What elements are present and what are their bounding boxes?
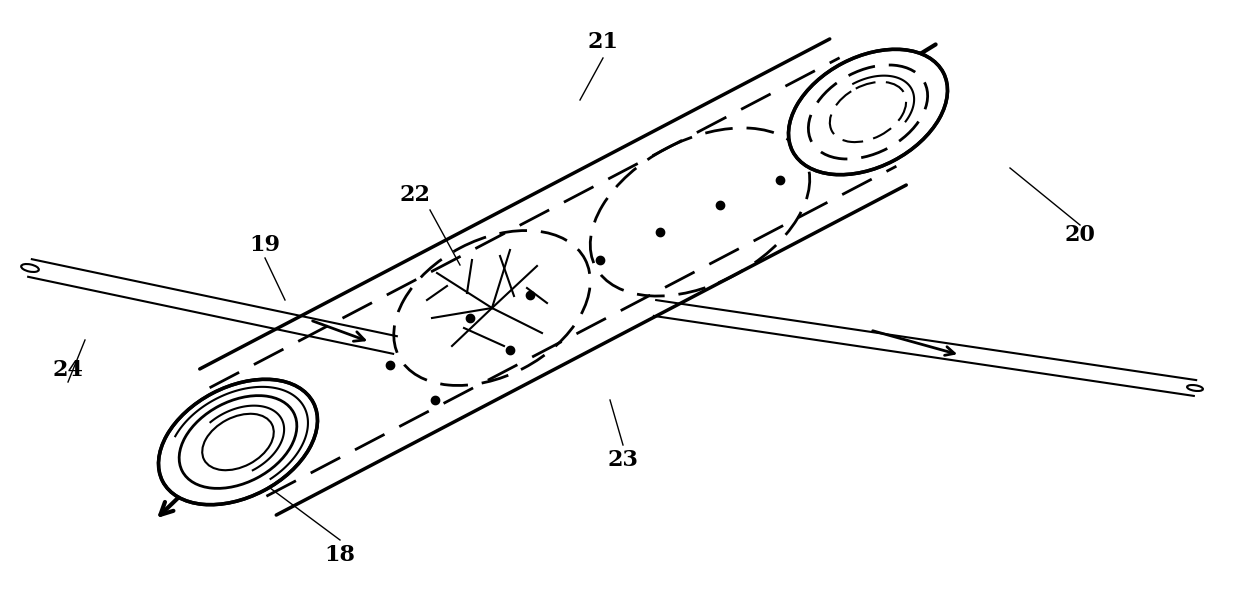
Ellipse shape [159,379,317,504]
Ellipse shape [789,49,947,175]
Text: 22: 22 [399,184,430,206]
Text: 24: 24 [52,359,83,381]
Text: 23: 23 [608,449,639,471]
Text: 20: 20 [1065,224,1095,246]
Text: 18: 18 [325,544,356,566]
Text: 19: 19 [249,234,280,256]
Text: 21: 21 [588,31,619,53]
Polygon shape [200,39,906,515]
